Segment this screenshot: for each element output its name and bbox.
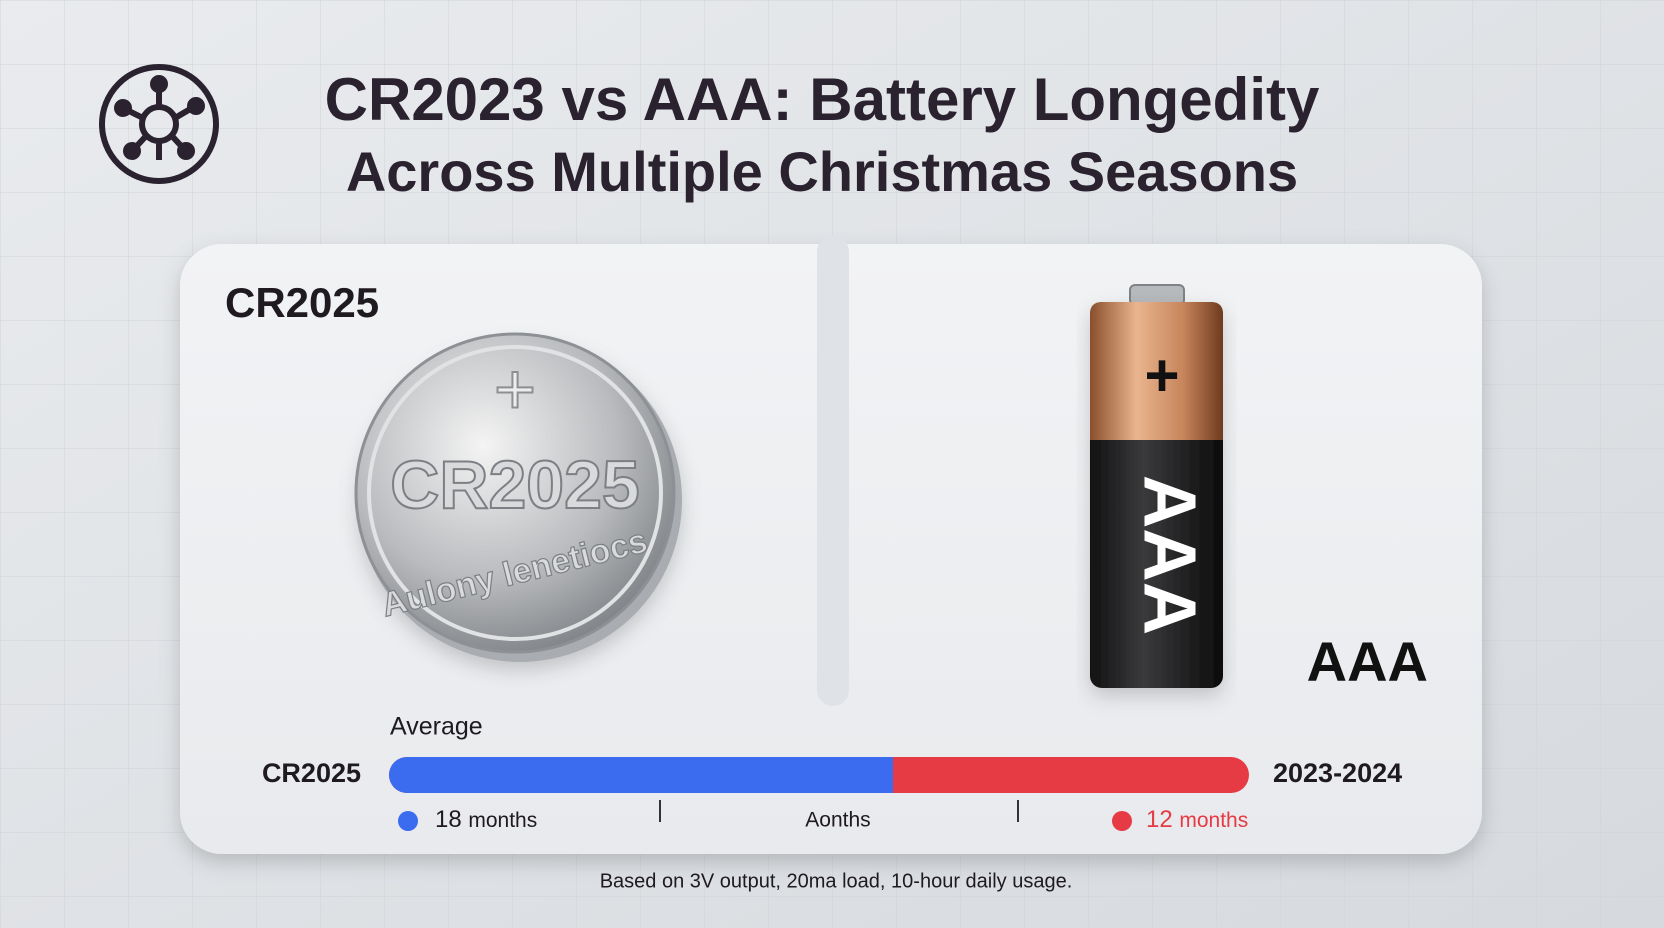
logo-icon <box>99 64 219 184</box>
coin-text: CR2025 <box>390 447 640 523</box>
coin-symbol: + <box>494 350 536 430</box>
marker-number: 18 <box>435 806 462 833</box>
title: Across Multiple Christmas Seasons <box>346 140 1298 203</box>
bar-blue-segment <box>389 757 893 793</box>
footnote: Based on 3V output, 20ma load, 10-hour d… <box>600 870 1073 892</box>
aaa-battery: + AAA <box>1090 284 1223 688</box>
card-divider <box>817 236 849 706</box>
battery-symbol: + <box>1144 342 1179 409</box>
coin-battery: + CR2025 Aulony lenetiocs <box>354 332 682 662</box>
bar-caption: Average <box>390 713 483 741</box>
panel-label: AAA <box>1307 630 1428 693</box>
marker-unit: months <box>468 809 537 832</box>
bar-right-label: 2023-2024 <box>1273 758 1402 788</box>
panel-label: CR2025 <box>225 279 379 326</box>
title: CR2023 vs AAA: Battery Longedity <box>325 66 1320 133</box>
marker-text: 12 months <box>1146 806 1248 833</box>
marker-text: 18 months <box>435 806 537 833</box>
legend-dot <box>398 811 418 831</box>
marker-unit: months <box>1179 809 1248 832</box>
battery-text: AAA <box>1128 475 1211 635</box>
marker-text: Aonths <box>805 809 870 832</box>
bar-left-label: CR2025 <box>262 758 361 788</box>
legend-dot <box>1112 811 1132 831</box>
marker-number: 12 <box>1146 806 1173 833</box>
